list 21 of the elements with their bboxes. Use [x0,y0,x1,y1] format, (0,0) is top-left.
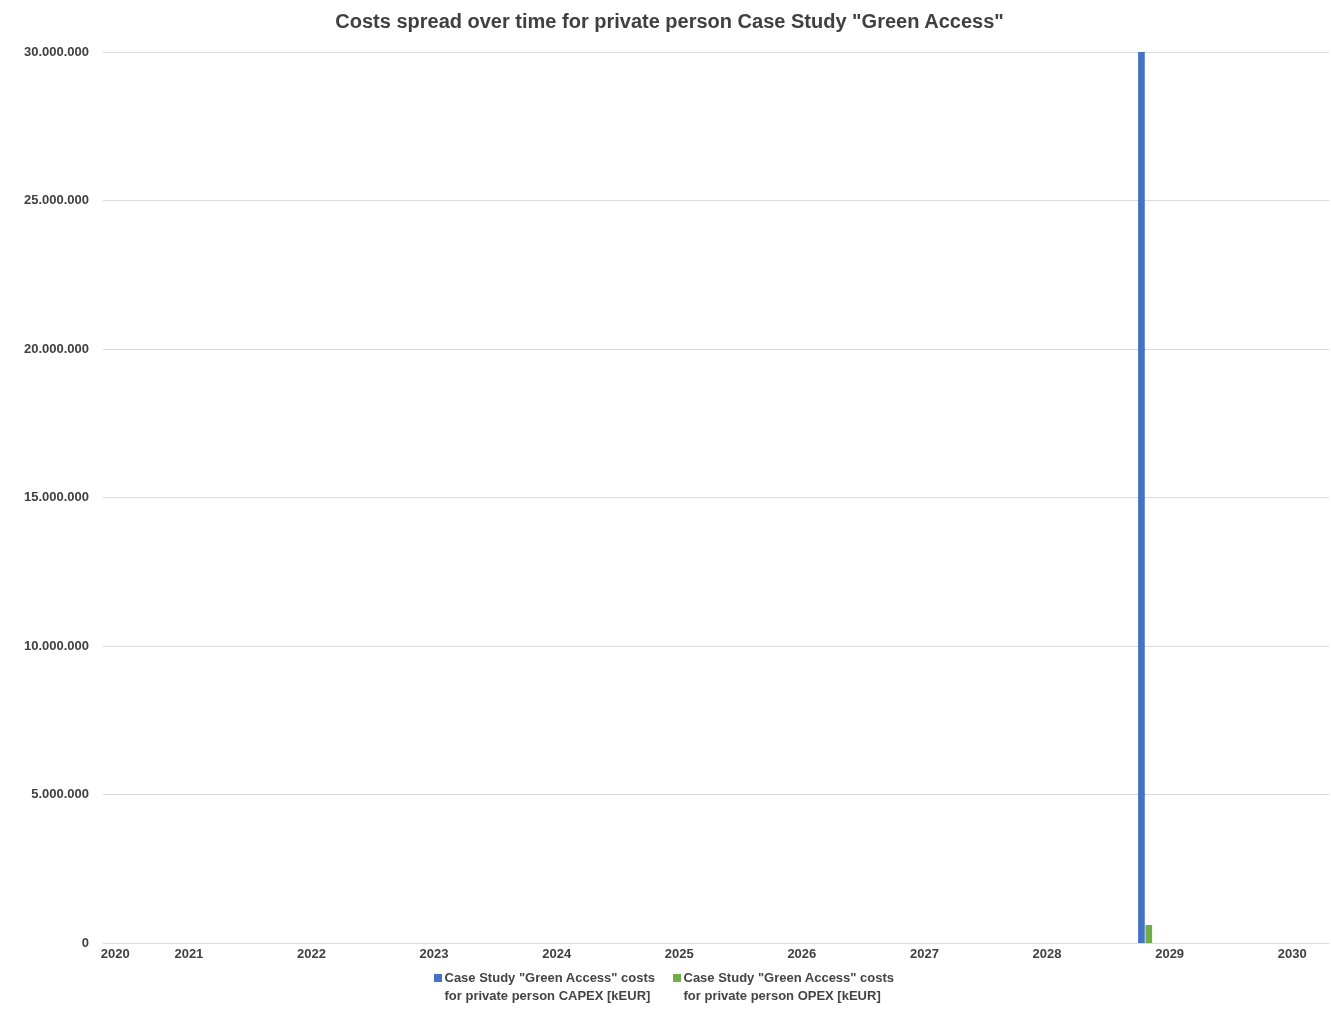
y-tick-label: 15.000.000 [23,489,90,505]
x-tick-label: 2028 [1032,945,1062,961]
legend-label: Case Study "Green Access" costs for private person CAPEX [kEUR] [444,969,657,1005]
y-tick-label: 5.000.000 [31,786,90,802]
x-tick-label: 2020 [100,945,130,961]
x-tick-label: 2030 [1277,945,1307,961]
legend-label: Case Study "Green Access" costs for private person OPEX [kEUR] [683,969,896,1005]
x-tick-label: 2023 [419,945,449,961]
x-tick-label: 2029 [1155,945,1185,961]
y-tick-label: 30.000.000 [23,43,90,59]
x-tick-label: 2021 [174,945,204,961]
y-tick-label: 25.000.000 [23,192,90,208]
y-tick-label: 10.000.000 [23,637,90,653]
x-tick-label: 2026 [787,945,817,961]
y-tick-label: 0 [81,934,90,950]
x-tick-label: 2027 [909,945,939,961]
x-tick-label: 2024 [542,945,572,961]
x-tick-label: 2022 [297,945,326,961]
y-tick-label: 20.000.000 [23,340,90,356]
x-tick-label: 2025 [664,945,694,961]
chart-title: Costs spread over time for private person Case Study "Green Access" [335,9,1004,32]
